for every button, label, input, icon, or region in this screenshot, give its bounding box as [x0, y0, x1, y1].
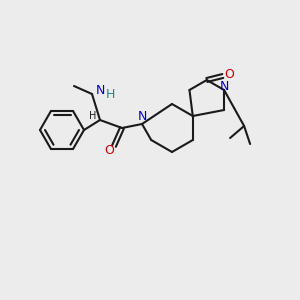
- Text: O: O: [224, 68, 234, 80]
- Text: N: N: [219, 80, 229, 92]
- Text: H: H: [105, 88, 115, 100]
- Text: O: O: [104, 145, 114, 158]
- Text: N: N: [95, 85, 105, 98]
- Text: H: H: [89, 111, 97, 121]
- Text: N: N: [137, 110, 147, 124]
